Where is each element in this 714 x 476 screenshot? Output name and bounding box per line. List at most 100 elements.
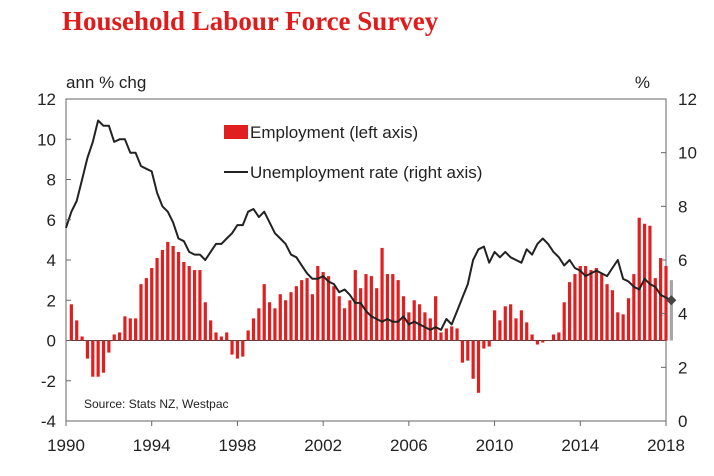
employment-bar xyxy=(492,310,497,341)
employment-bar xyxy=(616,312,620,341)
employment-bar xyxy=(407,312,411,341)
employment-bar xyxy=(150,268,154,341)
employment-bar xyxy=(546,340,550,341)
employment-bar xyxy=(278,294,282,341)
employment-bar xyxy=(112,334,116,341)
left-tick-label: 12 xyxy=(37,90,56,109)
employment-bar xyxy=(273,308,277,341)
employment-bar xyxy=(444,328,448,341)
employment-bar xyxy=(96,340,100,377)
employment-bar xyxy=(305,278,309,341)
employment-bar xyxy=(230,340,234,355)
employment-bar xyxy=(557,332,561,341)
right-tick-label: 8 xyxy=(678,197,687,216)
employment-bar xyxy=(171,245,175,341)
employment-bar xyxy=(578,266,582,341)
employment-bar xyxy=(332,286,336,341)
legend: Employment (left axis) Unemployment rate… xyxy=(224,123,482,182)
right-axis-label: % xyxy=(635,73,650,92)
left-tick-label: -2 xyxy=(41,372,56,391)
employment-bar xyxy=(460,340,465,363)
employment-bar xyxy=(91,340,95,377)
employment-bar xyxy=(567,282,572,341)
employment-bar xyxy=(509,304,513,341)
employment-bar xyxy=(525,322,529,341)
employment-bar xyxy=(310,294,315,341)
employment-bar xyxy=(455,328,459,341)
employment-bar xyxy=(364,274,368,341)
employment-bar xyxy=(653,278,657,341)
employment-bar xyxy=(101,340,106,373)
employment-bar xyxy=(246,330,250,341)
employment-bar xyxy=(417,304,422,341)
employment-bar xyxy=(621,314,625,341)
employment-bar xyxy=(166,241,170,341)
x-tick-label: 1990 xyxy=(47,436,85,455)
employment-bar xyxy=(284,300,288,341)
right-tick-label: 12 xyxy=(678,90,697,109)
employment-bar xyxy=(530,334,534,341)
employment-bar xyxy=(359,288,363,341)
employment-bar xyxy=(117,332,122,341)
right-tick-label: 0 xyxy=(678,412,687,431)
legend-employment-swatch xyxy=(224,125,248,139)
employment-bar xyxy=(551,334,556,341)
x-tick-label: 1994 xyxy=(133,436,171,455)
employment-bar xyxy=(632,274,636,341)
employment-bar xyxy=(487,340,491,347)
x-tick-label: 2014 xyxy=(561,436,599,455)
employment-bar xyxy=(300,280,304,341)
employment-bar xyxy=(176,251,181,341)
x-tick-label: 2010 xyxy=(476,436,514,455)
employment-bar xyxy=(514,318,518,341)
legend-unemployment-label: Unemployment rate (right axis) xyxy=(250,163,482,182)
employment-bar xyxy=(610,290,615,341)
employment-bar xyxy=(391,274,395,341)
left-axis-label: ann % chg xyxy=(66,73,146,92)
employment-bar xyxy=(219,336,223,341)
unemployment-line xyxy=(65,119,672,331)
employment-bar xyxy=(241,340,245,357)
employment-bar xyxy=(348,300,352,341)
employment-bar xyxy=(123,316,127,341)
employment-bar xyxy=(155,257,159,341)
employment-bar xyxy=(144,278,148,341)
right-tick-label: 6 xyxy=(678,251,687,270)
employment-bar xyxy=(203,302,207,341)
employment-bar xyxy=(401,296,406,341)
employment-bar xyxy=(80,336,84,341)
employment-bar xyxy=(337,296,341,341)
x-tick-label: 2002 xyxy=(304,436,342,455)
employment-bar xyxy=(262,284,266,341)
employment-bar xyxy=(375,288,379,341)
employment-bar xyxy=(573,274,577,341)
employment-bar xyxy=(385,274,390,341)
employment-bar xyxy=(187,266,191,341)
employment-bar xyxy=(594,268,598,341)
employment-bar xyxy=(257,308,261,341)
employment-bar xyxy=(476,340,481,393)
left-tick-label: 10 xyxy=(37,130,56,149)
employment-bar xyxy=(450,326,454,341)
left-tick-label: 2 xyxy=(47,291,56,310)
right-tick-label: 2 xyxy=(678,358,687,377)
employment-bar xyxy=(326,276,331,341)
legend-employment-label: Employment (left axis) xyxy=(250,123,418,142)
employment-bar xyxy=(471,340,475,379)
right-tick-label: 10 xyxy=(678,144,697,163)
employment-bar xyxy=(519,310,523,341)
employment-bar xyxy=(160,249,165,341)
x-tick-label: 1998 xyxy=(219,436,257,455)
left-tick-label: 8 xyxy=(47,171,56,190)
employment-bar xyxy=(669,280,673,341)
employment-bar xyxy=(466,340,470,361)
employment-bar xyxy=(225,332,229,341)
employment-bar xyxy=(396,280,400,341)
employment-bar xyxy=(434,296,438,341)
employment-bar xyxy=(267,302,272,341)
left-tick-label: 6 xyxy=(47,211,56,230)
employment-bar xyxy=(198,270,202,341)
employment-bar xyxy=(251,318,256,341)
employment-bar xyxy=(412,300,416,341)
